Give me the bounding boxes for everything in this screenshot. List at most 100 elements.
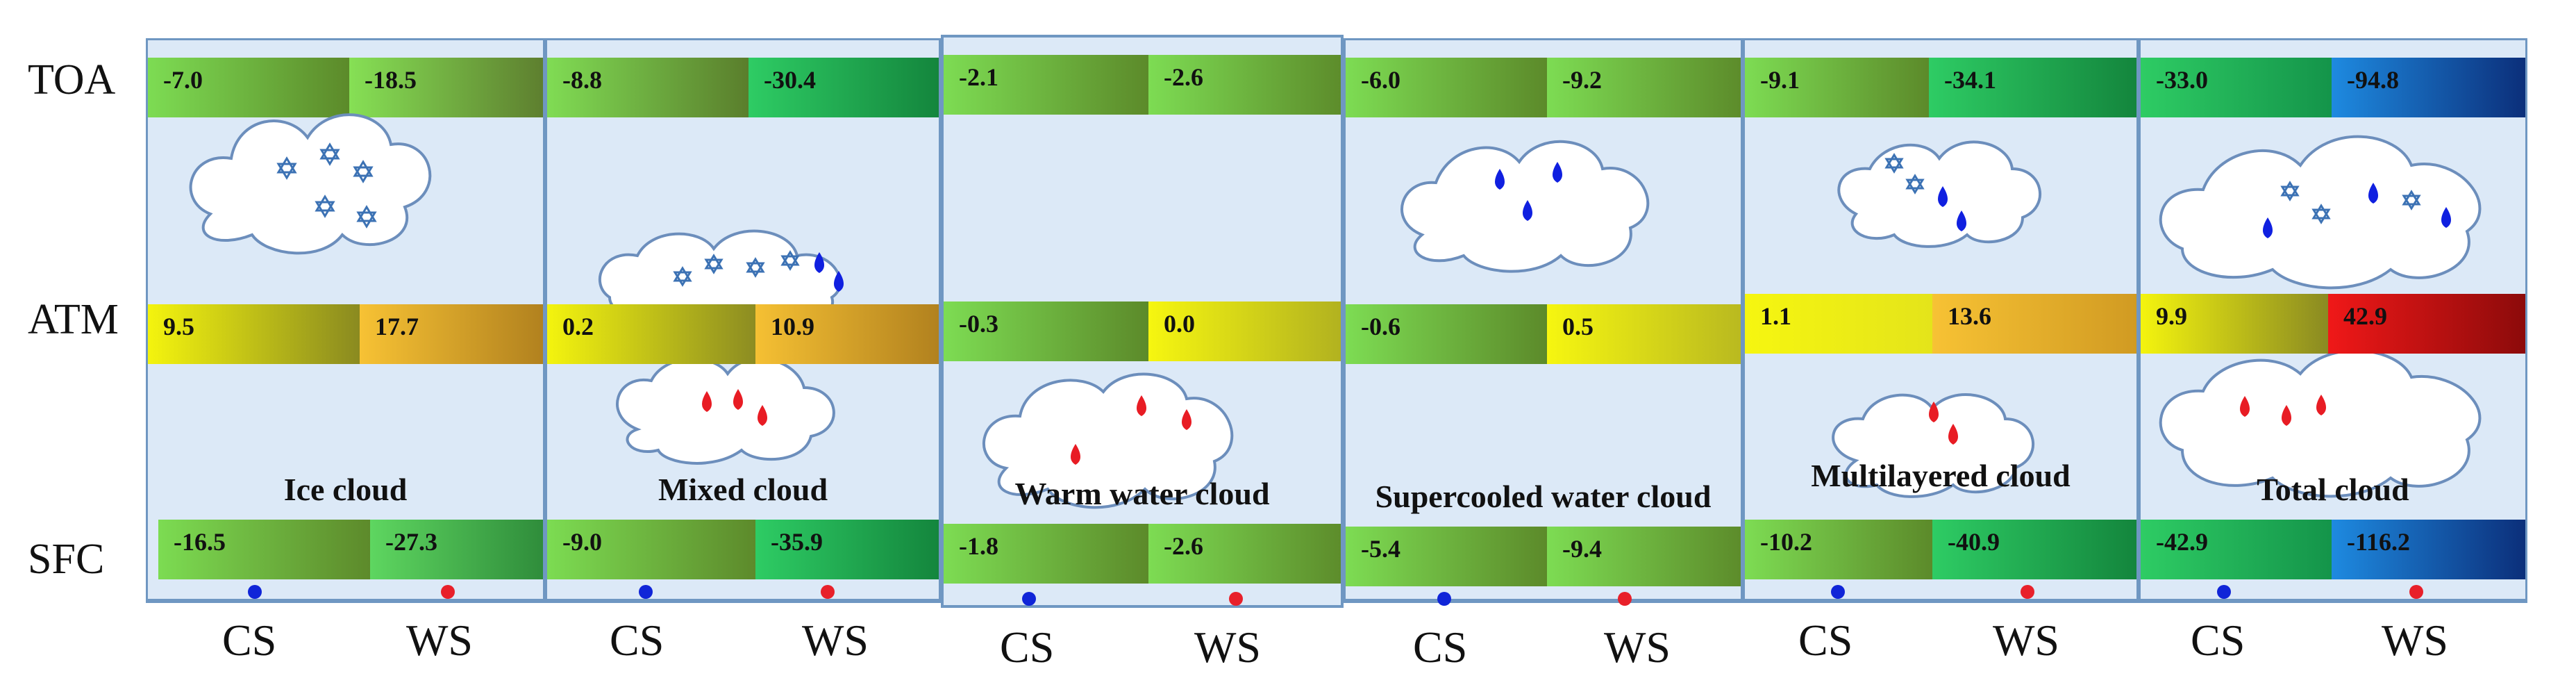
bar-toa-cs: -7.0 [148, 58, 349, 117]
panel-title: Mixed cloud [658, 472, 828, 507]
ice-crystal-icon [2402, 190, 2421, 210]
bar-atm-ws: 10.9 [755, 304, 939, 364]
cold-droplet-icon [834, 271, 844, 292]
cold-droplet-icon [2441, 207, 2451, 228]
bar-toa-cs: -6.0 [1346, 58, 1547, 117]
warm-droplet-icon [733, 389, 743, 410]
bar-sfc-cs: -16.5 [158, 520, 370, 579]
bar-sfc-cs: -1.8 [944, 524, 1148, 584]
upper-cloud-shape [2159, 135, 2482, 290]
cold-droplet-icon [1495, 169, 1505, 190]
warm-droplet-icon [702, 391, 712, 412]
panel-ice-cloud: -7.0 -18.5 9.5 17.7 Ice cloud -16.5 -27.… [146, 38, 545, 601]
lower-cloud-shape [2159, 349, 2482, 498]
axis-label-cs: CS [222, 615, 277, 665]
axis-label-ws: WS [802, 615, 869, 665]
bar-atm-ws: 0.5 [1547, 304, 1741, 364]
bar-atm-cs: -0.3 [944, 301, 1148, 361]
bar-toa-cs: -9.1 [1745, 58, 1929, 117]
row-label-atm: ATM [28, 296, 119, 343]
warm-droplet-icon [1182, 409, 1191, 430]
warm-droplet-icon [1137, 395, 1146, 416]
ice-crystal-icon [1905, 174, 1925, 195]
bar-sfc-ws: -2.6 [1148, 524, 1341, 584]
panel-title: Ice cloud [283, 472, 408, 507]
bar-sfc-ws: -9.4 [1547, 527, 1741, 586]
axis-label-ws: WS [406, 615, 473, 665]
ice-crystal-icon [673, 266, 692, 287]
warm-droplet-icon [1071, 444, 1080, 465]
ice-crystal-icon [319, 142, 340, 166]
ice-crystal-icon [2311, 204, 2331, 224]
ws-marker [821, 585, 835, 599]
cloud-illustration [1400, 140, 1650, 273]
ws-marker [2021, 585, 2034, 599]
bar-toa-ws: -2.6 [1148, 55, 1341, 115]
axis-label-cs: CS [1413, 622, 1468, 672]
warm-droplet-icon [1929, 402, 1939, 422]
cs-marker [1831, 585, 1845, 599]
warm-droplet-icon [1948, 424, 1958, 445]
cloud-illustration [982, 372, 1234, 509]
bar-sfc-cs: -10.2 [1745, 520, 1932, 579]
ice-crystal-icon [315, 195, 335, 218]
cloud-illustration [189, 113, 432, 255]
axis-label-cs: CS [1798, 615, 1853, 665]
ice-crystal-icon [276, 156, 297, 180]
warm-droplet-icon [2240, 396, 2250, 417]
panel-supercooled-water-cloud: -6.0 -9.2 -0.6 0.5 Supercooled water clo… [1344, 38, 1743, 601]
axis-label-cs: CS [2191, 615, 2245, 665]
panel-total-cloud: -33.0 -94.8 9.9 42.9 Total cloud -42.9 -… [2139, 38, 2527, 601]
ice-crystal-icon [746, 257, 765, 278]
bar-atm-ws: 17.7 [360, 304, 543, 364]
warm-droplet-icon [2282, 405, 2291, 426]
panel-title: Total cloud [2257, 472, 2409, 507]
bar-sfc-ws: -35.9 [755, 520, 939, 579]
ice-crystal-icon [353, 160, 374, 183]
cold-droplet-icon [1957, 210, 1966, 231]
cs-marker [639, 585, 653, 599]
bar-sfc-cs: -9.0 [547, 520, 755, 579]
bar-toa-cs: -8.8 [547, 58, 748, 117]
cloud-illustration [1832, 140, 2042, 498]
cold-droplet-icon [1523, 200, 1532, 221]
ws-marker [441, 585, 455, 599]
bar-atm-cs: 0.2 [547, 304, 755, 364]
bar-sfc-cs: -5.4 [1346, 527, 1547, 586]
bar-toa-cs: -33.0 [2141, 58, 2332, 117]
cs-marker [1437, 592, 1451, 606]
bar-atm-cs: 1.1 [1745, 294, 1932, 354]
cloud-shape [189, 113, 432, 255]
warm-droplet-icon [758, 405, 767, 426]
axis-label-ws: WS [2382, 615, 2448, 665]
panel-multilayered-cloud: -9.1 -34.1 1.1 13.6 Multilayered cloud -… [1743, 38, 2139, 601]
bar-atm-ws: 0.0 [1148, 301, 1341, 361]
lower-cloud-shape [1832, 393, 2035, 498]
cold-droplet-icon [1938, 186, 1948, 207]
bar-toa-ws: -94.8 [2332, 58, 2525, 117]
bar-atm-cs: -0.6 [1346, 304, 1547, 364]
bar-sfc-ws: -116.2 [2332, 520, 2525, 579]
bar-atm-cs: 9.9 [2141, 294, 2328, 354]
bar-toa-ws: -18.5 [349, 58, 543, 117]
ws-marker [1618, 592, 1632, 606]
panel-warm-water-cloud: -2.1 -2.6 -0.3 0.0 Warm water cloud -1.8… [941, 35, 1344, 608]
ws-marker [1229, 592, 1243, 606]
bar-toa-ws: -30.4 [748, 58, 939, 117]
axis-label-ws: WS [1993, 615, 2059, 665]
cs-marker [248, 585, 262, 599]
axis-label-cs: CS [610, 615, 664, 665]
panel-title: Supercooled water cloud [1375, 479, 1712, 514]
panel-mixed-cloud: -8.8 -30.4 0.2 10.9 Mixed cloud -9.0 -35… [545, 38, 941, 601]
ice-crystal-icon [356, 205, 377, 229]
bar-sfc-ws: -40.9 [1932, 520, 2136, 579]
cloud-illustration [2159, 135, 2482, 498]
bar-atm-ws: 42.9 [2328, 294, 2525, 354]
bar-atm-ws: 13.6 [1932, 294, 2136, 354]
warm-droplet-icon [2316, 395, 2326, 415]
ice-crystal-icon [1884, 153, 1904, 174]
panel-title: Multilayered cloud [1811, 458, 2071, 493]
panel-title: Warm water cloud [1014, 476, 1270, 511]
cold-droplet-icon [2263, 217, 2273, 238]
